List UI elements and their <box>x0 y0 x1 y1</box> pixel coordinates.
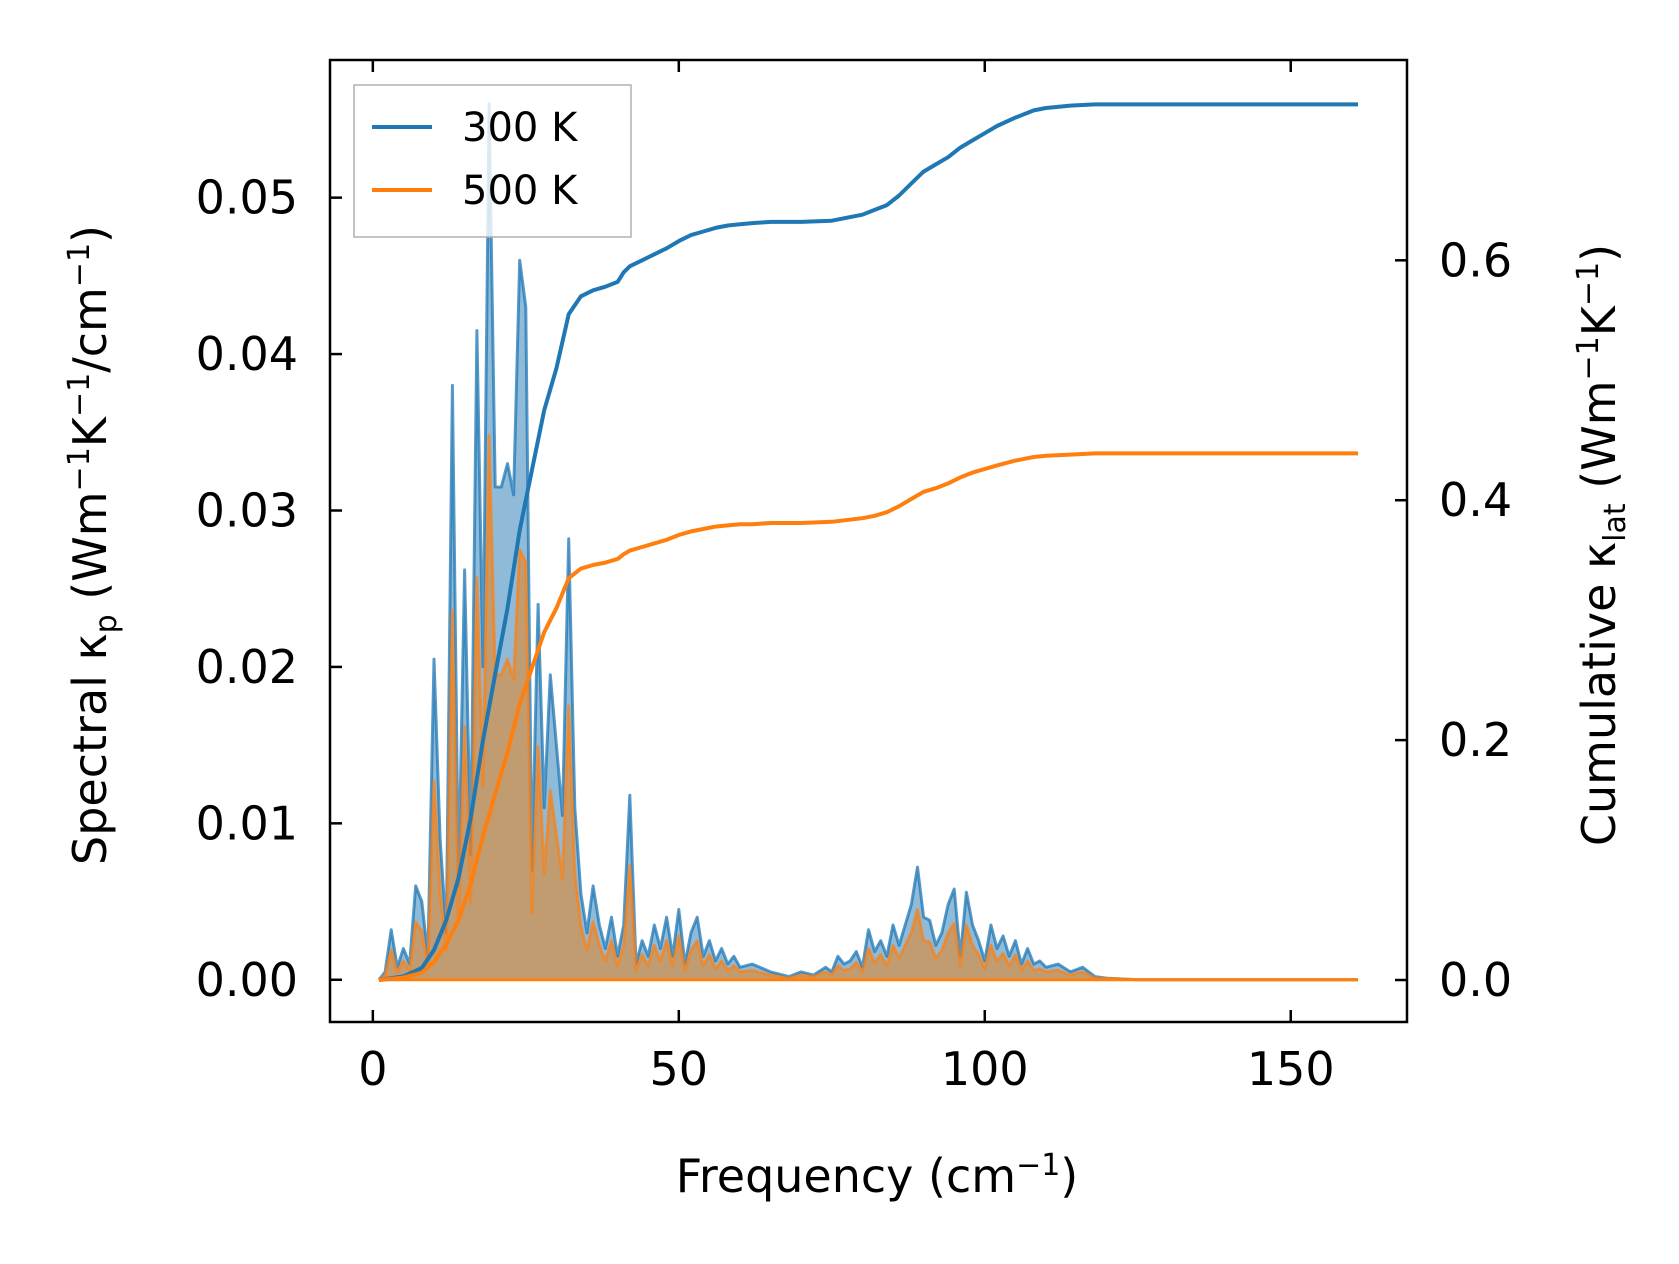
spectral-area-500k <box>379 435 1358 980</box>
x-tick-label: 50 <box>650 1042 709 1096</box>
legend-label-300k: 300 K <box>462 105 579 151</box>
x-tick-label: 0 <box>358 1042 387 1096</box>
axes-frame <box>328 58 1409 1024</box>
cumulative-line-300k <box>378 102 1358 982</box>
x-tick-label: 150 <box>1247 1042 1335 1096</box>
y-tick-label-left: 0.03 <box>196 483 298 537</box>
y-tick-label-right: 0.6 <box>1439 233 1512 287</box>
legend-label-500k: 500 K <box>462 168 579 214</box>
y-tick-label-left: 0.01 <box>196 796 298 850</box>
spectral-line-300k <box>377 102 1358 982</box>
axes: 0 50 100 150 0.00 0.01 0.02 0.03 0.04 0.05 0.0 0.2 0… <box>196 58 1512 1096</box>
y-tick-label-left: 0.00 <box>196 953 298 1007</box>
y-tick-label-left: 0.02 <box>196 640 298 694</box>
y-axis-left-title: Spectral κp (Wm−1K−1/cm−1) <box>62 225 124 865</box>
legend: 300 K 500 K <box>353 84 632 238</box>
x-tick-label: 100 <box>941 1042 1029 1096</box>
y-axis-right-title: Cumulative κlat (Wm−1K−1) <box>1571 244 1633 846</box>
cumulative-line-500k <box>378 451 1358 982</box>
y-tick-label-right: 0.0 <box>1439 953 1512 1007</box>
axis-titles: Frequency (cm−1) Spectral κp (Wm−1K−1/cm… <box>62 225 1633 1203</box>
x-axis-title: Frequency (cm−1) <box>676 1148 1079 1203</box>
spectral-line-500k <box>378 433 1358 982</box>
y-tick-label-right: 0.2 <box>1439 713 1512 767</box>
y-tick-label-left: 0.05 <box>196 171 298 225</box>
y-tick-label-left: 0.04 <box>196 327 298 381</box>
legend-box <box>353 84 632 238</box>
plot-area <box>377 102 1359 982</box>
y-tick-label-right: 0.4 <box>1439 473 1512 527</box>
